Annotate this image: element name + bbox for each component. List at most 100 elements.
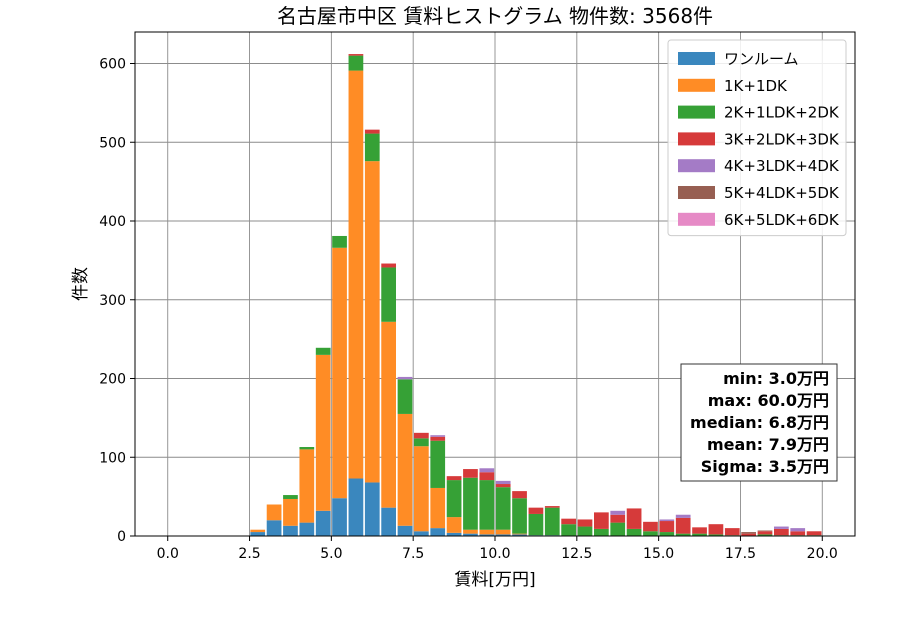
bar-segment-series-1 [446,517,462,533]
bar-segment-series-1 [315,354,331,511]
bar-segment-series-1 [283,498,298,526]
bar-segment-series-3 [741,533,756,536]
x-tick-label: 10.0 [479,546,510,562]
bar-segment-series-0 [364,482,380,536]
legend-label: 3K+2LDK+3DK [724,130,840,148]
bar-segment-series-1 [463,529,478,534]
y-tick-label: 200 [99,372,126,388]
bar-segment-series-3 [446,476,462,481]
x-tick-label: 0.0 [157,546,179,562]
bar-segment-series-1 [299,449,315,523]
bar-segment-series-2 [626,528,642,536]
bar-segment-series-2 [397,379,413,414]
bar-segment-series-2 [446,480,462,518]
bar-segment-series-0 [250,532,266,536]
bar-segment-series-0 [430,528,446,536]
legend-swatch [678,159,715,173]
bar-segment-series-5 [741,532,756,534]
bar-segment-series-2 [610,522,626,536]
bar-segment-series-0 [512,534,527,536]
stats-line: mean: 7.9万円 [707,435,829,454]
stats-line: Sigma: 3.5万円 [701,457,829,476]
bar-segment-series-3 [806,531,822,536]
bar-segment-series-4 [495,480,511,485]
bar-segment-series-1 [479,529,495,535]
x-tick-label: 2.5 [238,546,260,562]
bar-segment-series-2 [577,526,593,536]
y-tick-label: 400 [99,214,126,230]
bar-segment-series-3 [430,436,446,441]
bar-segment-series-4 [610,510,626,515]
bar-segment-series-4 [790,528,806,532]
bar-segment-series-3 [757,531,773,535]
bar-segment-series-3 [626,508,642,529]
bar-segment-series-2 [594,528,609,536]
stats-line: min: 3.0万円 [723,369,829,388]
bar-segment-series-3 [512,491,527,499]
bar-segment-series-2 [643,531,658,536]
bar-segment-series-3 [594,512,609,529]
bar-segment-series-3 [463,469,478,478]
bar-segment-series-5 [757,530,773,532]
bar-segment-series-0 [495,534,511,536]
legend-swatch [678,132,715,146]
bar-segment-series-1 [512,533,527,535]
bar-segment-series-4 [659,519,675,522]
bar-segment-series-3 [495,484,511,488]
bar-segment-series-0 [463,533,478,536]
axis-ticks: 0.0 2.5 5.0 7.5 10.0 12.5 15.0 17.5 20.0 0 100 200 3… [99,57,838,563]
legend-swatch [678,186,715,199]
x-tick-label: 17.5 [725,546,756,562]
bar-segment-series-0 [283,525,298,536]
bar-segment-series-2 [430,440,446,488]
bar-segment-series-1 [397,413,413,526]
bar-segment-series-2 [414,438,429,447]
x-tick-label: 5.0 [320,546,342,562]
y-tick-label: 300 [99,293,126,309]
bar-segment-series-2 [544,507,560,536]
bar-segment-series-2 [561,524,576,536]
bar-segment-series-2 [692,533,707,536]
bar-segment-series-2 [283,495,298,499]
legend-label: ワンルーム [724,50,799,68]
bar-segment-series-3 [348,54,364,56]
legend: ワンルーム 1K+1DK 2K+1LDK+2DK 3K+2LDK+3DK 4K+3LDK… [667,39,847,237]
bar-segment-series-3 [643,521,658,532]
bar-series [250,54,822,536]
bar-segment-series-1 [364,161,380,483]
bar-segment-series-0 [397,525,413,536]
bar-segment-series-3 [675,517,691,534]
legend-swatch [678,212,715,226]
bar-segment-series-2 [364,133,380,162]
bar-segment-series-2 [512,498,527,534]
bar-segment-series-2 [675,533,691,536]
bar-segment-series-3 [577,519,593,527]
bar-segment-series-2 [708,534,724,536]
bar-segment-series-0 [266,520,282,536]
bar-segment-series-3 [364,129,380,134]
bar-segment-series-1 [495,529,511,535]
x-tick-label: 20.0 [807,546,838,562]
bar-segment-series-2 [757,534,773,536]
legend-label: 4K+3LDK+4DK [724,157,840,175]
x-tick-label: 7.5 [402,546,424,562]
bar-segment-series-0 [446,532,462,536]
y-tick-label: 600 [99,57,126,73]
bar-segment-series-3 [708,524,724,535]
bar-segment-series-3 [414,432,429,439]
bar-segment-series-2 [332,235,347,248]
bar-segment-series-1 [266,504,282,521]
bar-segment-series-2 [479,480,495,530]
legend-label: 2K+1LDK+2DK [724,104,840,122]
bar-segment-series-1 [381,321,396,508]
bar-segment-series-2 [381,267,396,322]
bar-segment-series-2 [315,347,331,355]
stats-line: median: 6.8万円 [690,413,829,432]
bar-segment-series-3 [479,472,495,481]
bar-segment-series-3 [659,521,675,533]
bar-segment-series-2 [299,447,315,450]
legend-label: 1K+1DK [724,77,788,95]
bar-segment-series-2 [528,513,544,536]
bar-segment-series-3 [610,514,626,523]
